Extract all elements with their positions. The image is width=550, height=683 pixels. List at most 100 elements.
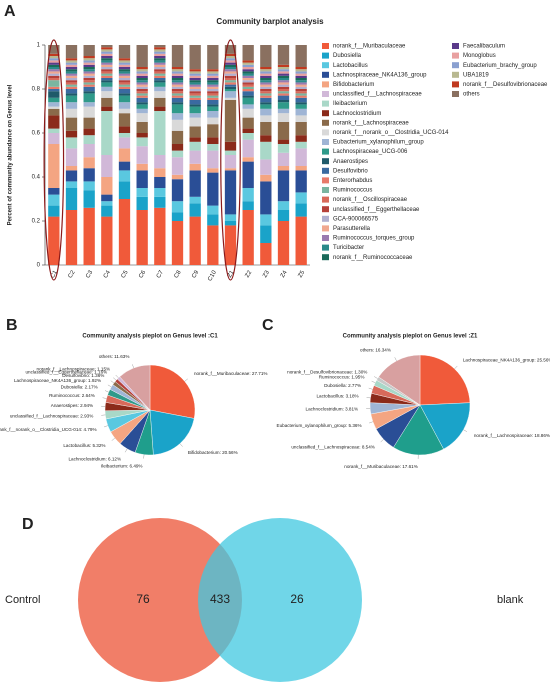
bar-segment [189, 126, 201, 138]
bar-segment [295, 69, 307, 72]
bar-segment [207, 150, 219, 169]
bar-segment [242, 97, 254, 105]
bar-segment [242, 133, 254, 140]
bar-segment [207, 124, 219, 138]
bar-segment [118, 78, 131, 81]
bar-segment [101, 49, 113, 52]
bar-segment [260, 80, 272, 83]
leader-line [371, 380, 376, 383]
bar-segment [171, 174, 184, 180]
bar-segment [83, 106, 95, 118]
bar-segment [189, 117, 201, 127]
y-tick-label: 0.6 [32, 131, 41, 137]
bar-segment [224, 73, 237, 76]
bar-segment [260, 102, 272, 105]
legend-label: unclassified_f__Eggerthellaceae [333, 207, 420, 213]
bar-segment [277, 75, 290, 78]
bar-segment [242, 69, 254, 72]
bar-segment [207, 71, 219, 74]
bar-segment [224, 64, 237, 67]
bar-segment [242, 117, 254, 129]
bar-segment [224, 58, 237, 61]
bar-segment [101, 97, 113, 107]
legend-label: others [463, 92, 480, 98]
bar-segment [189, 97, 201, 100]
slice-label: others: 11.63% [99, 354, 130, 359]
legend-label: unclassified_f__Lachnospiraceae [333, 92, 422, 98]
bar-segment [48, 133, 60, 144]
bar-segment [207, 86, 219, 89]
legend-swatch [322, 187, 329, 193]
bar-segment [65, 80, 78, 83]
bar-segment [65, 82, 78, 85]
bar-segment [277, 166, 290, 171]
bar-segment [154, 82, 166, 87]
venn-count: 26 [290, 592, 304, 606]
bar-segment [277, 91, 290, 94]
x-tick-label: Z5 [298, 269, 307, 279]
bar-segment [260, 89, 272, 92]
bar-segment [118, 102, 131, 109]
leader-line [103, 425, 108, 428]
leader-line [124, 448, 128, 453]
bar-segment [65, 166, 78, 171]
bar-segment [171, 144, 184, 151]
bar-segment [136, 210, 148, 265]
bar-segment [224, 150, 237, 155]
bar-segment [189, 113, 201, 118]
bar-segment [277, 69, 290, 72]
bar-segment [48, 67, 60, 70]
bar-segment [65, 71, 78, 74]
bar-segment [277, 86, 290, 89]
bar-segment [277, 152, 290, 166]
bar-segment [207, 100, 219, 105]
y-tick-label: 0 [37, 263, 41, 269]
bar-segment [295, 102, 307, 105]
legend-swatch [322, 91, 329, 97]
bar-segment [154, 47, 166, 50]
slice-label: Eubacterium_xylanophilum_group: 5.36% [277, 423, 362, 428]
bar-segment [295, 166, 307, 171]
bar-segment [118, 93, 131, 96]
bar-segment [48, 128, 60, 133]
bar-segment [277, 108, 290, 114]
bar-segment [224, 75, 237, 78]
bar-segment [154, 51, 166, 54]
bar-segment [101, 216, 113, 265]
bar-segment [242, 62, 254, 65]
legend-swatch [322, 139, 329, 145]
bar-segment [207, 168, 219, 173]
leader-line [179, 443, 183, 447]
x-tick-label: C5 [121, 269, 130, 279]
y-tick-label: 0.8 [32, 87, 41, 93]
bar-segment [295, 135, 307, 142]
bar-segment [171, 69, 184, 72]
bar-segment [65, 95, 78, 103]
x-tick-label: C1 [50, 269, 59, 279]
bar-segment [154, 177, 166, 188]
bar-segment [260, 82, 272, 85]
slice-label: unclassified_f__Lachnospiraceae: 8.54% [291, 445, 375, 450]
legend-swatch [322, 206, 329, 213]
bar-segment [83, 60, 95, 63]
bar-segment [83, 93, 95, 103]
bar-segment [295, 80, 307, 83]
bar-segment [224, 71, 237, 74]
bar-segment [101, 60, 113, 63]
bar-segment [171, 78, 184, 81]
bar-segment [277, 221, 290, 265]
bar-segment [83, 117, 95, 129]
bar-segment [207, 73, 219, 76]
bar-segment [65, 69, 78, 72]
bar-segment [83, 58, 95, 61]
bar-segment [101, 73, 113, 76]
bar-segment [260, 174, 272, 182]
leader-line [111, 437, 115, 441]
pie-slice [393, 404, 444, 456]
chart-title: Community analysis pieplot on Genus leve… [82, 334, 218, 340]
legend-label: norank_f__Ruminococcaceae [333, 255, 413, 261]
bar-segment [101, 64, 113, 67]
set-label: Control [5, 594, 40, 606]
legend-label: norank_f__norank_o__Clostridia_UCG-014 [333, 130, 449, 136]
legend-swatch [322, 52, 329, 59]
